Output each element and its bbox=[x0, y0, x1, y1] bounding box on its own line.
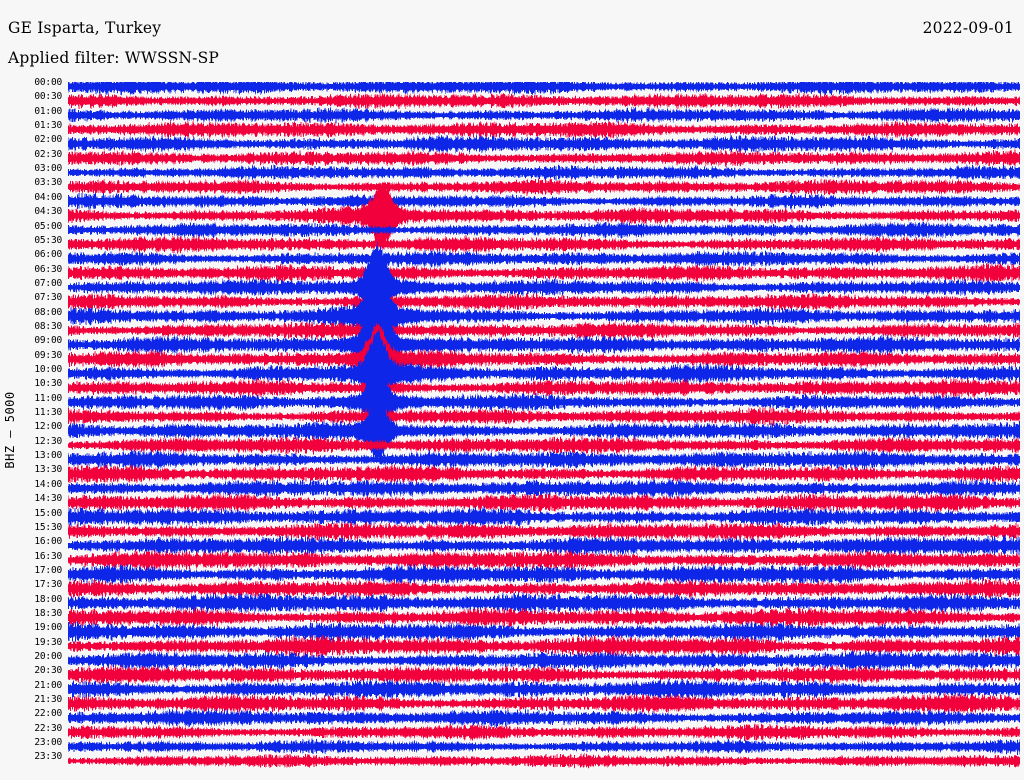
time-tick-label: 16:00 bbox=[34, 536, 62, 548]
time-axis: 00:00 00:30 01:00 01:30 02:00 02:30 03:00 03:30… bbox=[0, 0, 68, 780]
seismic-trace bbox=[68, 634, 1020, 658]
seismic-trace bbox=[68, 120, 1020, 139]
time-tick-label: 13:30 bbox=[34, 464, 62, 476]
time-tick-label: 05:30 bbox=[34, 234, 62, 246]
seismic-trace bbox=[68, 723, 1020, 742]
seismic-trace bbox=[68, 708, 1020, 728]
seismic-trace bbox=[68, 235, 1020, 254]
time-tick-label: 03:30 bbox=[34, 177, 62, 189]
seismic-trace bbox=[68, 106, 1020, 124]
time-tick-label: 00:00 bbox=[34, 77, 62, 88]
time-tick-label: 13:00 bbox=[34, 450, 62, 462]
seismic-trace bbox=[68, 449, 1020, 471]
time-tick-label: 12:00 bbox=[34, 421, 62, 433]
time-tick-label: 22:00 bbox=[34, 708, 62, 720]
seismic-trace bbox=[68, 591, 1020, 614]
seismic-trace bbox=[68, 435, 1020, 456]
seismic-trace bbox=[68, 738, 1020, 756]
time-tick-label: 09:00 bbox=[34, 335, 62, 347]
time-tick-label: 10:30 bbox=[34, 378, 62, 390]
time-tick-label: 21:30 bbox=[34, 694, 62, 706]
seismic-trace bbox=[68, 192, 1020, 210]
time-tick-label: 08:30 bbox=[34, 320, 62, 332]
time-tick-label: 08:00 bbox=[34, 306, 62, 318]
time-tick-label: 23:30 bbox=[34, 751, 62, 763]
applied-filter-label: Applied filter: WWSSN-SP bbox=[8, 49, 220, 67]
time-tick-label: 19:30 bbox=[34, 636, 62, 648]
time-tick-label: 07:00 bbox=[34, 277, 62, 289]
time-tick-label: 03:00 bbox=[34, 163, 62, 175]
seismic-trace bbox=[68, 491, 1020, 513]
time-tick-label: 05:00 bbox=[34, 220, 62, 232]
time-tick-label: 01:00 bbox=[34, 105, 62, 117]
seismic-trace bbox=[68, 82, 1020, 96]
time-tick-label: 02:30 bbox=[34, 148, 62, 160]
time-tick-label: 11:00 bbox=[34, 392, 62, 404]
time-tick-label: 21:00 bbox=[34, 679, 62, 691]
seismic-trace bbox=[68, 621, 1020, 643]
time-tick-label: 06:30 bbox=[34, 263, 62, 275]
seismic-trace bbox=[68, 664, 1020, 686]
time-tick-label: 17:30 bbox=[34, 579, 62, 591]
time-tick-label: 11:30 bbox=[34, 407, 62, 419]
seismic-trace bbox=[68, 678, 1020, 701]
seismic-trace bbox=[68, 178, 1020, 196]
time-tick-label: 15:30 bbox=[34, 521, 62, 533]
seismic-trace bbox=[68, 464, 1020, 484]
seismic-trace bbox=[68, 149, 1020, 167]
seismic-trace bbox=[68, 562, 1020, 586]
time-tick-label: 00:30 bbox=[34, 91, 62, 103]
trace-canvas bbox=[68, 82, 1020, 772]
seismic-trace bbox=[68, 377, 1020, 398]
plot-header: GE Isparta, Turkey 2022-09-01 Applied fi… bbox=[0, 0, 1024, 80]
time-tick-label: 07:30 bbox=[34, 292, 62, 304]
seismic-trace bbox=[68, 478, 1020, 499]
seismic-trace bbox=[68, 92, 1020, 110]
time-tick-label: 14:00 bbox=[34, 478, 62, 490]
time-tick-label: 14:30 bbox=[34, 493, 62, 505]
time-tick-label: 09:30 bbox=[34, 349, 62, 361]
seismic-trace bbox=[68, 320, 1020, 341]
record-date: 2022-09-01 bbox=[922, 19, 1014, 37]
page-title: GE Isparta, Turkey bbox=[8, 19, 162, 37]
time-tick-label: 20:30 bbox=[34, 665, 62, 677]
seismic-trace bbox=[68, 133, 1020, 154]
seismic-trace bbox=[68, 578, 1020, 599]
seismic-trace bbox=[68, 534, 1020, 557]
seismic-trace bbox=[68, 164, 1020, 181]
seismic-trace bbox=[68, 249, 1020, 268]
time-tick-label: 18:00 bbox=[34, 593, 62, 605]
seismic-trace bbox=[68, 506, 1020, 528]
time-tick-label: 12:30 bbox=[34, 435, 62, 447]
seismic-trace bbox=[68, 650, 1020, 672]
seismic-trace bbox=[68, 262, 1020, 284]
seismic-trace bbox=[68, 607, 1020, 629]
seismic-trace bbox=[68, 406, 1020, 427]
time-tick-label: 04:00 bbox=[34, 191, 62, 203]
time-tick-label: 23:00 bbox=[34, 737, 62, 749]
time-tick-label: 17:00 bbox=[34, 564, 62, 576]
time-tick-label: 02:00 bbox=[34, 134, 62, 146]
seismic-trace bbox=[68, 221, 1020, 240]
seismic-trace bbox=[68, 549, 1020, 571]
seismic-trace bbox=[68, 692, 1020, 715]
time-tick-label: 20:00 bbox=[34, 651, 62, 662]
time-tick-label: 19:00 bbox=[34, 622, 62, 634]
time-tick-label: 18:30 bbox=[34, 607, 62, 619]
time-tick-label: 15:00 bbox=[34, 507, 62, 519]
time-tick-label: 06:00 bbox=[34, 249, 62, 261]
time-tick-label: 01:30 bbox=[34, 120, 62, 132]
time-tick-label: 10:00 bbox=[34, 364, 62, 375]
seismic-trace bbox=[68, 752, 1020, 769]
seismic-trace bbox=[68, 399, 1020, 463]
time-tick-label: 04:30 bbox=[34, 206, 62, 218]
time-tick-label: 22:30 bbox=[34, 722, 62, 734]
seismic-trace bbox=[68, 292, 1020, 311]
time-tick-label: 16:30 bbox=[34, 550, 62, 562]
seismic-trace bbox=[68, 521, 1020, 542]
